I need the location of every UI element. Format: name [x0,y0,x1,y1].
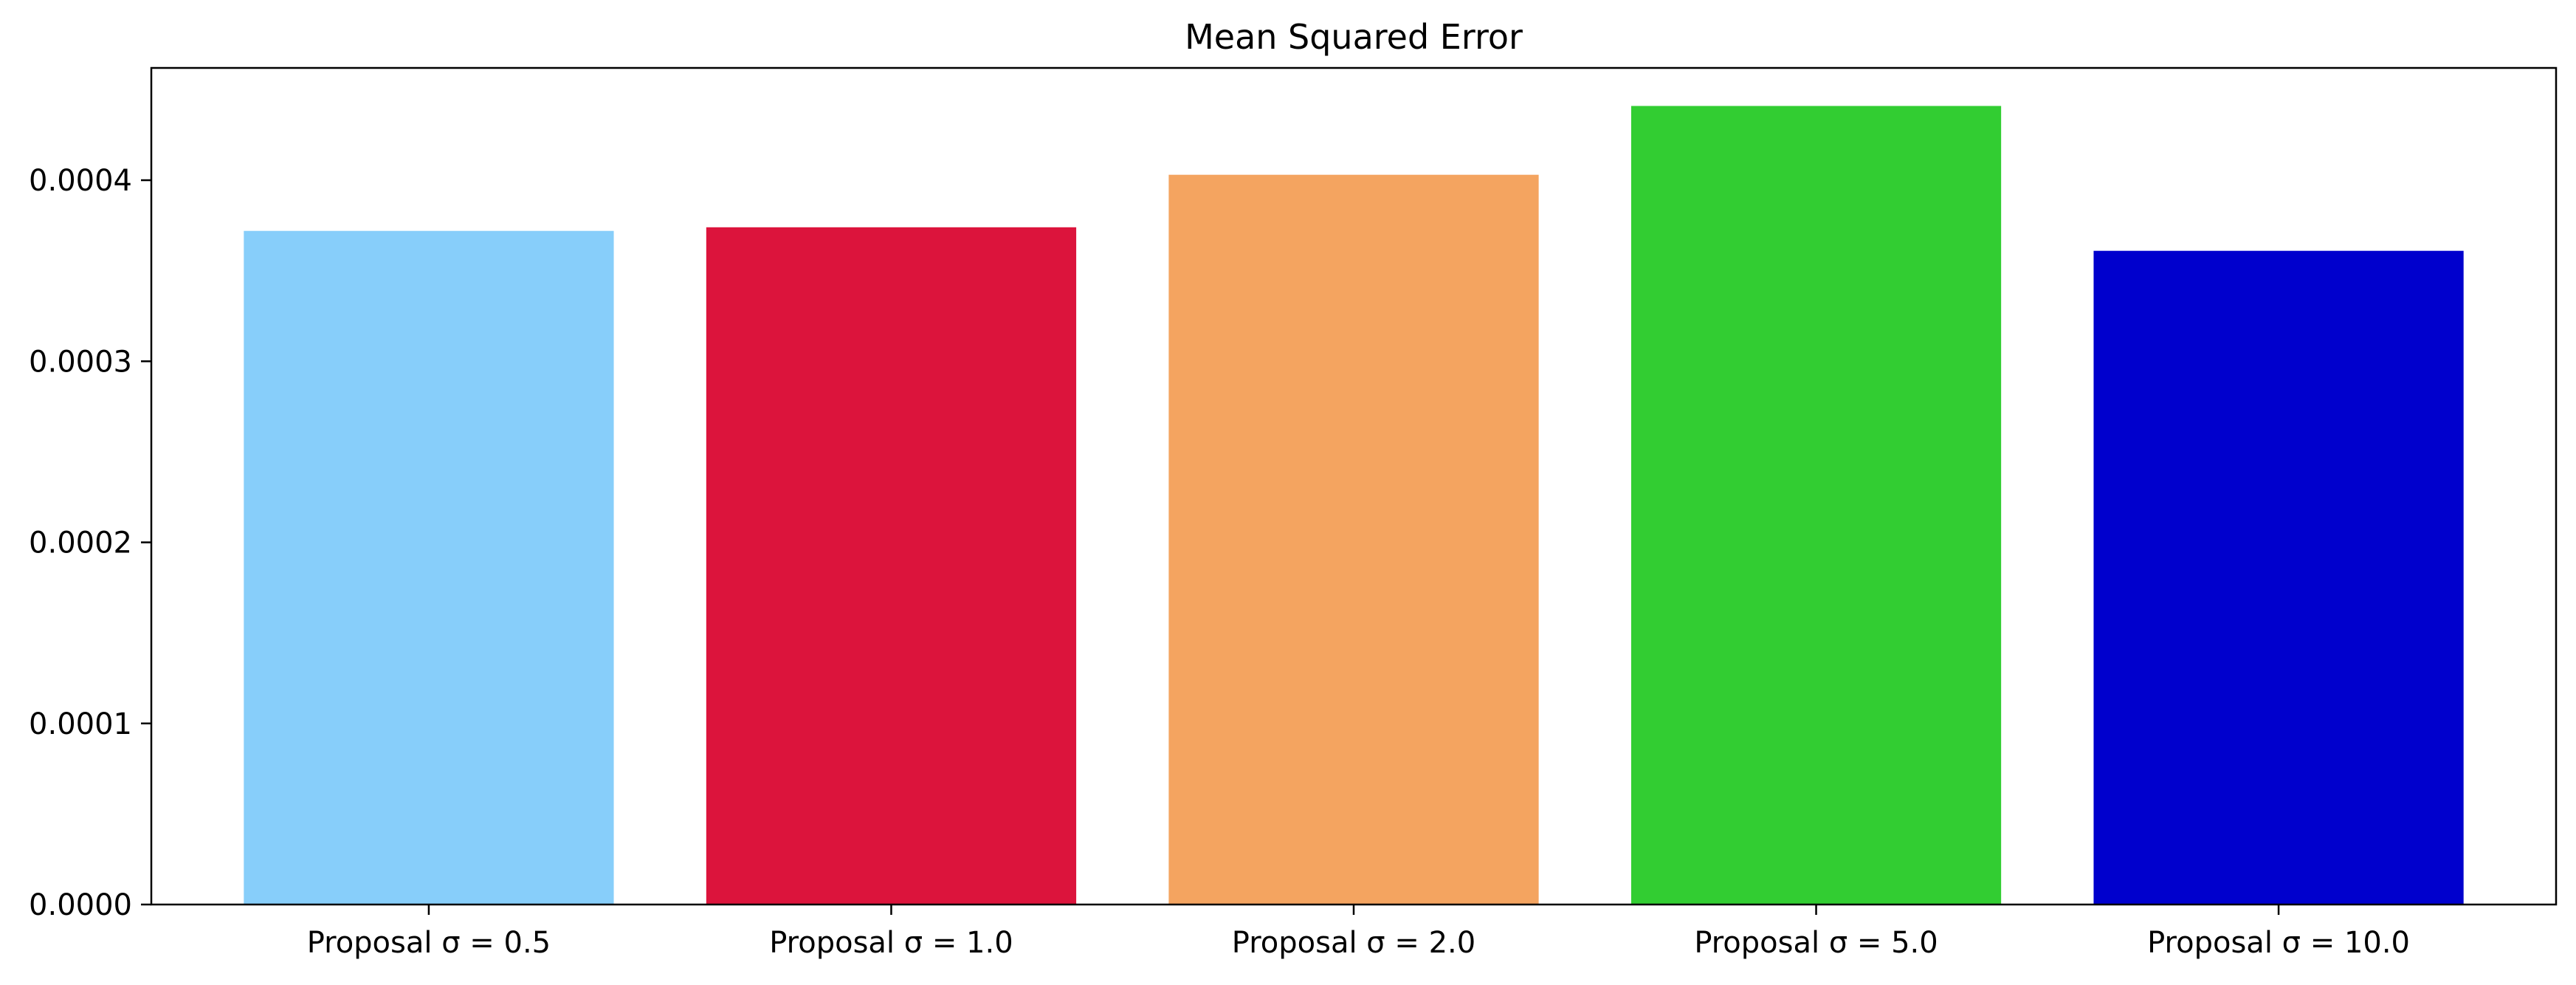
x-tick-label: Proposal σ = 5.0 [1694,926,1938,960]
plot-frame [150,66,2558,906]
bar-1 [706,227,1077,905]
x-tick-label: Proposal σ = 1.0 [769,926,1013,960]
x-tick-label: Proposal σ = 0.5 [307,926,551,960]
chart-title: Mean Squared Error [1185,17,1523,57]
bars-layer [244,106,2464,905]
x-tick-label: Proposal σ = 2.0 [1232,926,1475,960]
y-tick-label: 0.0001 [29,707,132,741]
x-tick-label: Proposal σ = 10.0 [2147,926,2410,960]
bar-3 [1630,106,2002,905]
bar-2 [1168,174,1539,905]
bar-0 [244,230,614,905]
x-axis: Proposal σ = 0.5 Proposal σ = 1.0 Proposal… [307,905,2410,960]
y-axis: 0.0000 0.0001 0.0002 0.0003 0.0004 [29,164,151,922]
y-tick-label: 0.0003 [29,345,132,379]
y-tick-label: 0.0004 [29,164,132,198]
bar-4 [2093,250,2464,905]
y-tick-label: 0.0000 [29,888,132,922]
y-tick-label: 0.0002 [29,526,132,560]
